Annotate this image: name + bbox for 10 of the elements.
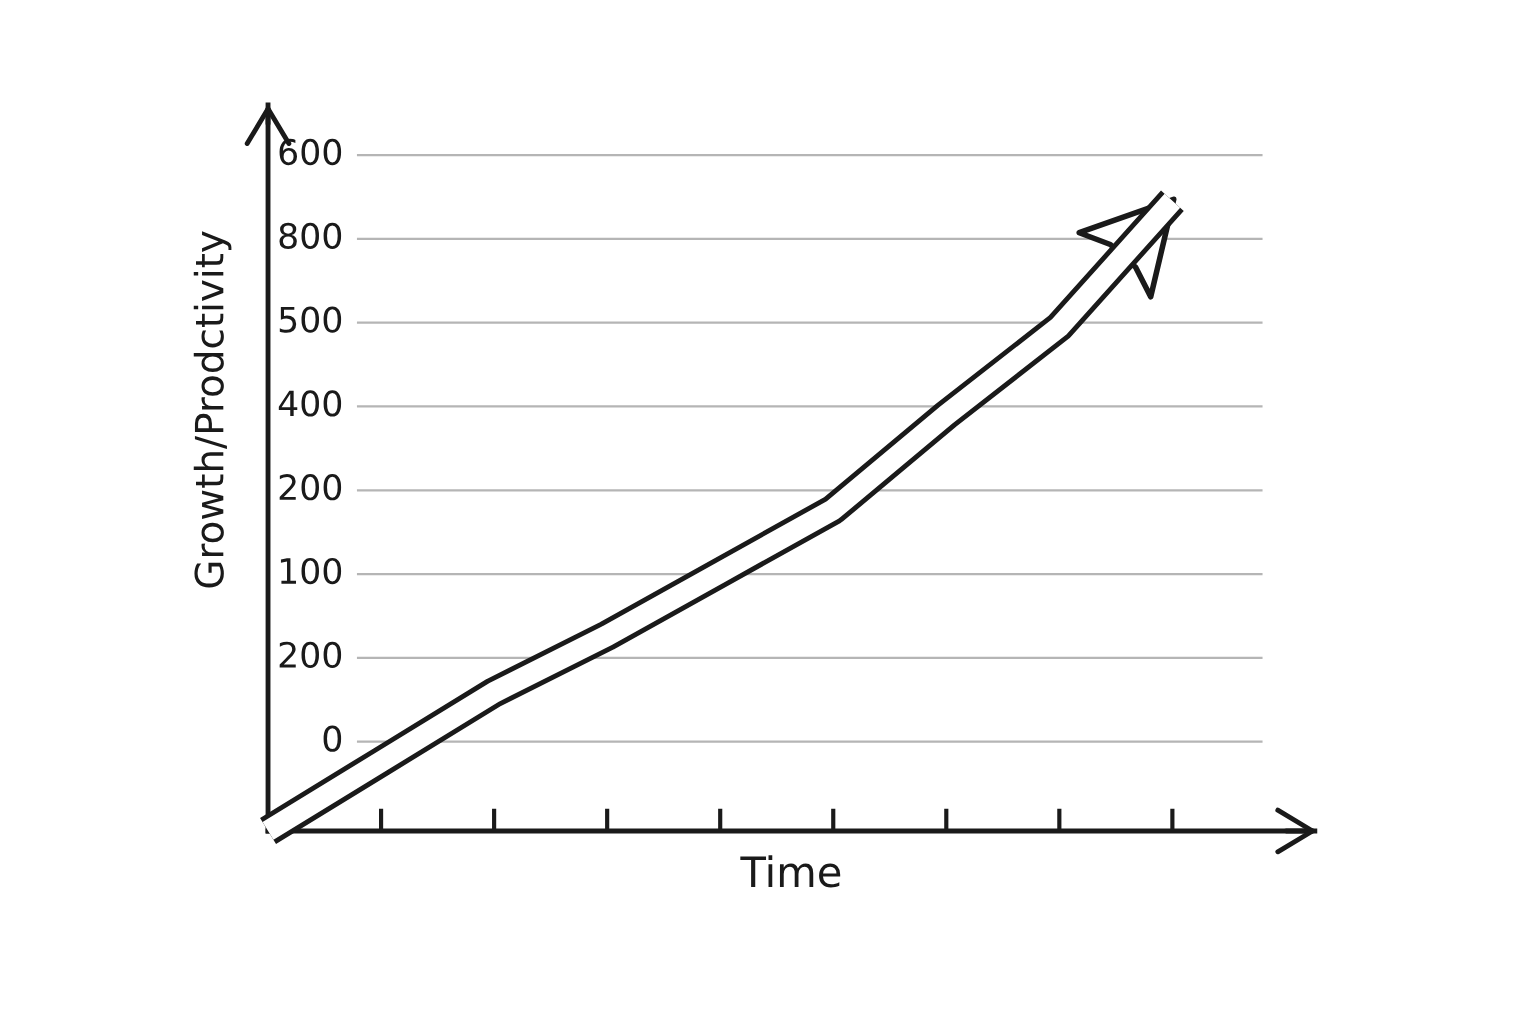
annotation: 200 (279, 474, 342, 501)
annotation: 200 (279, 641, 342, 668)
annotation: 0 (323, 725, 342, 752)
y-axis-title: Growth/Prodctivity (193, 231, 232, 588)
annotation: 400 (278, 390, 342, 417)
x-axis-title: Time (740, 855, 841, 888)
annotation: 100 (280, 557, 342, 585)
annotation: 500 (279, 306, 342, 333)
text: 600 (279, 138, 342, 166)
annotation: 800 (279, 222, 342, 249)
